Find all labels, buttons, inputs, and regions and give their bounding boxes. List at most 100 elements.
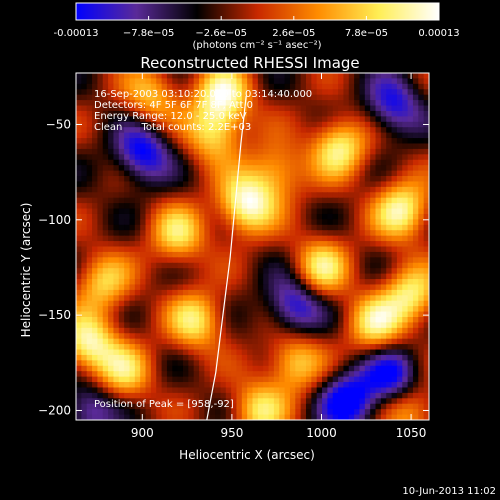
heatmap-cell bbox=[166, 376, 173, 383]
heatmap-cell bbox=[140, 360, 147, 367]
heatmap-cell bbox=[172, 409, 179, 416]
heatmap-cell bbox=[102, 208, 109, 215]
heatmap-cell bbox=[81, 116, 88, 123]
heatmap-cell bbox=[113, 159, 120, 166]
heatmap-cell bbox=[279, 235, 286, 242]
heatmap-cell bbox=[327, 316, 334, 323]
heatmap-cell bbox=[284, 121, 291, 128]
heatmap-cell bbox=[113, 83, 120, 90]
heatmap-cell bbox=[76, 159, 82, 166]
heatmap-cell bbox=[236, 322, 243, 329]
heatmap-cell bbox=[279, 273, 286, 280]
heatmap-cell bbox=[124, 409, 131, 416]
heatmap-cell bbox=[295, 224, 302, 231]
heatmap-cell bbox=[124, 148, 131, 155]
heatmap-cell bbox=[166, 268, 173, 275]
heatmap-cell bbox=[193, 392, 200, 399]
heatmap-cell bbox=[86, 327, 93, 334]
heatmap-cell bbox=[380, 127, 387, 134]
heatmap-cell bbox=[380, 295, 387, 302]
heatmap-cell bbox=[343, 105, 350, 112]
heatmap-cell bbox=[327, 132, 334, 139]
heatmap-cell bbox=[177, 241, 184, 248]
heatmap-cell bbox=[396, 94, 403, 101]
heatmap-cell bbox=[215, 230, 222, 237]
heatmap-cell bbox=[257, 414, 264, 420]
heatmap-cell bbox=[204, 186, 211, 193]
heatmap-cell bbox=[118, 344, 125, 351]
heatmap-cell bbox=[199, 159, 205, 166]
heatmap-cell bbox=[295, 300, 302, 307]
heatmap-cell bbox=[225, 148, 232, 155]
heatmap-cell bbox=[161, 78, 168, 85]
heatmap-cell bbox=[354, 376, 361, 383]
heatmap-cell bbox=[129, 306, 136, 313]
heatmap-cell bbox=[354, 138, 361, 145]
heatmap-cell bbox=[396, 409, 403, 416]
heatmap-cell bbox=[359, 165, 366, 172]
heatmap-cell bbox=[220, 414, 227, 420]
heatmap-cell bbox=[97, 414, 104, 420]
heatmap-cell bbox=[177, 262, 184, 269]
heatmap-cell bbox=[150, 105, 157, 112]
heatmap-cell bbox=[327, 121, 334, 128]
heatmap-cell bbox=[124, 392, 131, 399]
heatmap-cell bbox=[225, 132, 232, 139]
heatmap-cell bbox=[134, 338, 141, 345]
heatmap-cell bbox=[316, 327, 323, 334]
heatmap-cell bbox=[134, 387, 141, 394]
heatmap-cell bbox=[236, 132, 243, 139]
heatmap-cell bbox=[268, 213, 275, 220]
heatmap-cell bbox=[412, 94, 419, 101]
heatmap-cell bbox=[386, 165, 393, 172]
heatmap-cell bbox=[375, 365, 382, 372]
heatmap-cell bbox=[407, 387, 414, 394]
heatmap-cell bbox=[145, 398, 152, 405]
heatmap-cell bbox=[300, 262, 307, 269]
heatmap-cell bbox=[343, 165, 350, 172]
heatmap-cell bbox=[322, 127, 328, 134]
heatmap-cell bbox=[412, 268, 419, 275]
heatmap-cell bbox=[118, 143, 125, 150]
heatmap-cell bbox=[391, 100, 398, 107]
heatmap-cell bbox=[76, 392, 82, 399]
heatmap-cell bbox=[92, 127, 98, 134]
heatmap-cell bbox=[279, 338, 286, 345]
heatmap-cell bbox=[113, 365, 120, 372]
heatmap-cell bbox=[156, 279, 163, 286]
heatmap-cell bbox=[215, 213, 222, 220]
heatmap-cell bbox=[102, 224, 109, 231]
heatmap-cell bbox=[193, 230, 200, 237]
heatmap-cell bbox=[284, 392, 291, 399]
heatmap-cell bbox=[124, 300, 131, 307]
heatmap-cell bbox=[295, 273, 302, 280]
heatmap-cell bbox=[263, 181, 270, 188]
heatmap-cell bbox=[295, 197, 302, 204]
heatmap-cell bbox=[354, 219, 361, 226]
heatmap-cell bbox=[129, 127, 136, 134]
heatmap-cell bbox=[76, 192, 82, 199]
heatmap-cell bbox=[220, 371, 227, 378]
heatmap-cell bbox=[391, 338, 398, 345]
heatmap-cell bbox=[423, 73, 429, 80]
heatmap-cell bbox=[412, 316, 419, 323]
heatmap-cell bbox=[332, 284, 339, 291]
heatmap-cell bbox=[161, 403, 168, 410]
heatmap-cell bbox=[182, 376, 189, 383]
heatmap-cell bbox=[150, 208, 157, 215]
heatmap-cell bbox=[225, 170, 232, 177]
heatmap-cell bbox=[129, 241, 136, 248]
heatmap-cell bbox=[182, 127, 189, 134]
heatmap-cell bbox=[354, 333, 361, 340]
heatmap-cell bbox=[407, 344, 414, 351]
heatmap-cell bbox=[364, 181, 371, 188]
heatmap-cell bbox=[97, 121, 104, 128]
heatmap-cell bbox=[145, 116, 152, 123]
heatmap-cell bbox=[380, 181, 387, 188]
heatmap-cell bbox=[257, 338, 264, 345]
heatmap-cell bbox=[279, 148, 286, 155]
heatmap-cell bbox=[396, 257, 403, 264]
heatmap-cell bbox=[322, 83, 328, 90]
heatmap-cell bbox=[311, 322, 318, 329]
heatmap-cell bbox=[118, 154, 125, 161]
